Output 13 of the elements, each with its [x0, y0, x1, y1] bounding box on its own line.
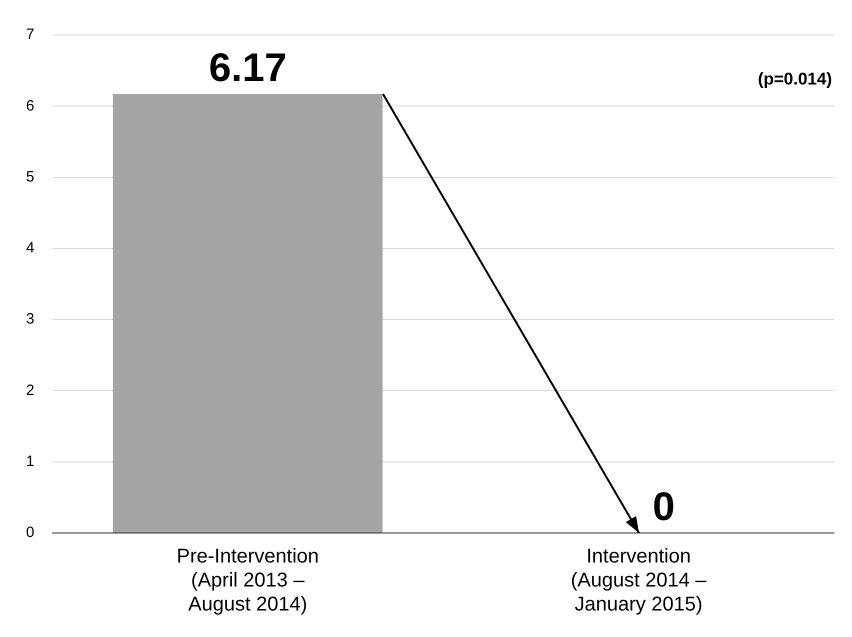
y-tick-label: 4: [26, 240, 34, 257]
y-tick-label: 3: [26, 310, 34, 328]
data-label: 6.17: [208, 46, 287, 90]
x-tick-label: Intervention (August 2014 – January 2015): [570, 546, 708, 616]
y-tick-label: 5: [26, 168, 34, 186]
y-tick-label: 2: [26, 382, 34, 399]
x-tick-label: Pre-Intervention (April 2013 – August 2014): [176, 546, 319, 616]
annotation: (p=0.014): [758, 70, 832, 89]
data-label: 0: [652, 485, 675, 530]
y-tick-label: 1: [26, 453, 34, 470]
y-tick-label: 0: [26, 524, 34, 542]
y-tick-label: 6: [26, 97, 34, 114]
y-tick-label: 7: [26, 26, 34, 44]
